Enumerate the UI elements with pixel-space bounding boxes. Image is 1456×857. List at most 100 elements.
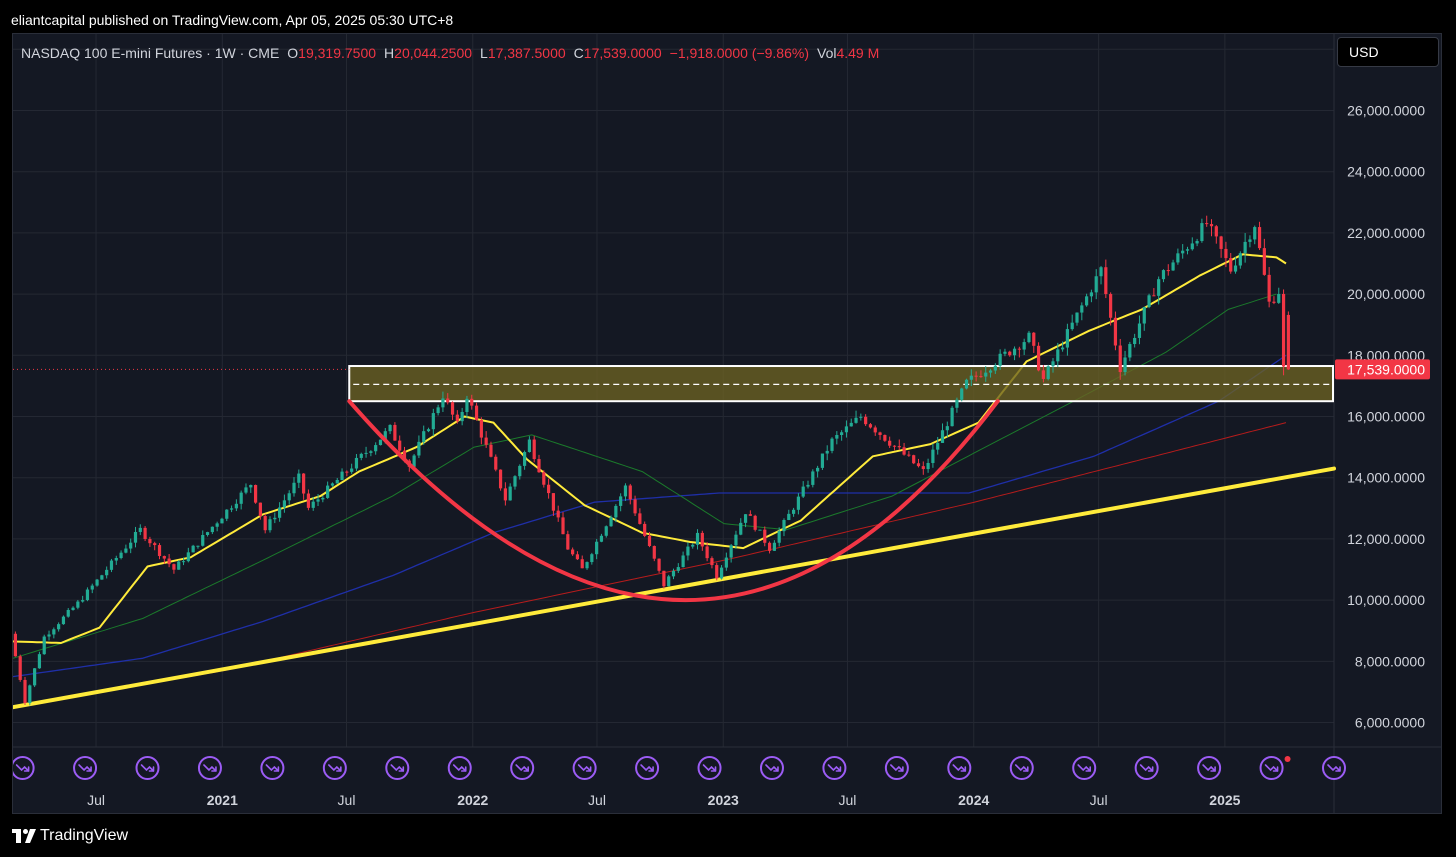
candle-body [787,513,791,521]
candle-body [494,456,498,470]
candle-body [719,567,724,579]
candle-body [143,527,147,540]
event-marker-arrow [640,764,654,772]
candle-body [1060,347,1065,350]
candle-body [474,405,479,420]
event-marker-icon[interactable] [1322,756,1346,780]
candle-body [1185,249,1190,251]
candle-body [1272,301,1276,303]
event-marker-icon[interactable] [260,756,285,780]
event-marker-icon[interactable] [1009,756,1034,780]
candle-body [1224,248,1228,259]
candle-body [854,417,858,423]
candle-body [465,398,469,412]
event-marker-icon[interactable] [759,756,784,780]
candle-body [229,508,234,510]
candle-body [186,552,190,562]
candle-body [955,399,959,408]
candle-body [1281,293,1286,367]
event-marker-icon[interactable] [197,756,222,780]
candle-body [311,501,315,508]
candle-body [1032,332,1036,346]
event-marker-icon[interactable] [1134,756,1159,780]
event-marker-icon[interactable] [73,756,98,780]
candle-body [369,451,373,453]
candle-body [1128,344,1132,358]
candle-body [1109,294,1113,318]
candle-body [657,558,661,571]
candle-body [1012,348,1017,356]
candle-body [739,522,743,535]
candle-body [811,471,815,485]
candle-body [1257,227,1262,249]
candle-body [1046,366,1050,379]
high-label: H [384,45,395,61]
candle-body [537,459,541,473]
event-marker-icon[interactable] [635,756,660,780]
candle-body [234,503,238,509]
candle-body [647,535,652,547]
event-marker-icon[interactable] [884,756,909,780]
x-tick-label: Jul [87,792,105,808]
candle-body [988,370,993,373]
candle-body [1214,226,1218,237]
candle-body [868,424,873,428]
price-chart[interactable]: 6,000.0000 8,000.0000 10,000.0000 12,000.00… [13,34,1442,814]
candle-body [1003,351,1007,354]
candle-body [897,446,901,448]
event-marker-icon[interactable] [13,756,35,780]
candle-body [33,668,37,686]
candle-body [205,532,210,536]
chart-panel[interactable]: 6,000.0000 8,000.0000 10,000.0000 12,000.00… [12,33,1442,814]
candle-body [830,438,834,451]
event-marker-arrow [1014,764,1029,772]
candle-body [503,488,507,501]
candle-body [551,493,556,511]
event-marker-icon[interactable] [510,756,535,780]
candle-body [316,499,320,502]
event-marker-icon[interactable] [1259,756,1284,780]
x-tick-label: 2024 [958,792,989,808]
currency-button[interactable]: USD [1337,37,1439,67]
last-price-label: 17,539.0000 [1347,361,1425,377]
candle-body [446,398,450,403]
symbol-name: NASDAQ 100 E-mini Futures · 1W · CME [21,45,280,61]
event-marker-icon[interactable] [947,756,972,780]
event-alert-dot [1284,756,1291,762]
event-marker-arrow [390,764,405,772]
close-label: C [573,45,584,61]
candle-body [883,434,887,441]
candle-body [940,430,945,443]
candle-body [479,419,483,438]
event-marker-icon[interactable] [385,756,410,780]
candle-body [61,616,66,625]
candle-body [374,445,378,452]
event-marker-arrow [515,764,529,772]
event-marker-icon[interactable] [447,756,472,780]
candle-body [1205,223,1209,225]
event-marker-arrow [765,764,779,772]
event-marker-icon[interactable] [322,756,347,780]
candle-body [1008,351,1012,356]
y-tick-label: 10,000.0000 [1347,592,1425,608]
event-marker-icon[interactable] [822,756,847,780]
event-marker-icon[interactable] [1197,756,1222,780]
event-marker-icon[interactable] [697,756,722,780]
event-marker-icon[interactable] [1072,756,1097,780]
candle-body [13,633,18,657]
x-tick-label: 2023 [708,792,739,808]
candle-body [575,554,580,560]
event-marker-icon[interactable] [135,756,160,780]
candle-body [1253,227,1257,240]
candle-body [52,629,56,635]
tradingview-logo-icon [12,829,36,843]
candle-body [1219,236,1223,249]
candle-body [378,439,383,446]
y-tick-label: 18,000.0000 [1347,347,1425,363]
event-marker-icon[interactable] [572,756,597,780]
event-marker-arrow [1327,764,1341,772]
candle-body [105,569,109,576]
candle-body [763,529,767,543]
x-axis[interactable]: Jul 2021 Jul 2022 Jul 2023 Jul 2024 Jul 2025 [87,792,1241,808]
candles [13,215,1290,706]
